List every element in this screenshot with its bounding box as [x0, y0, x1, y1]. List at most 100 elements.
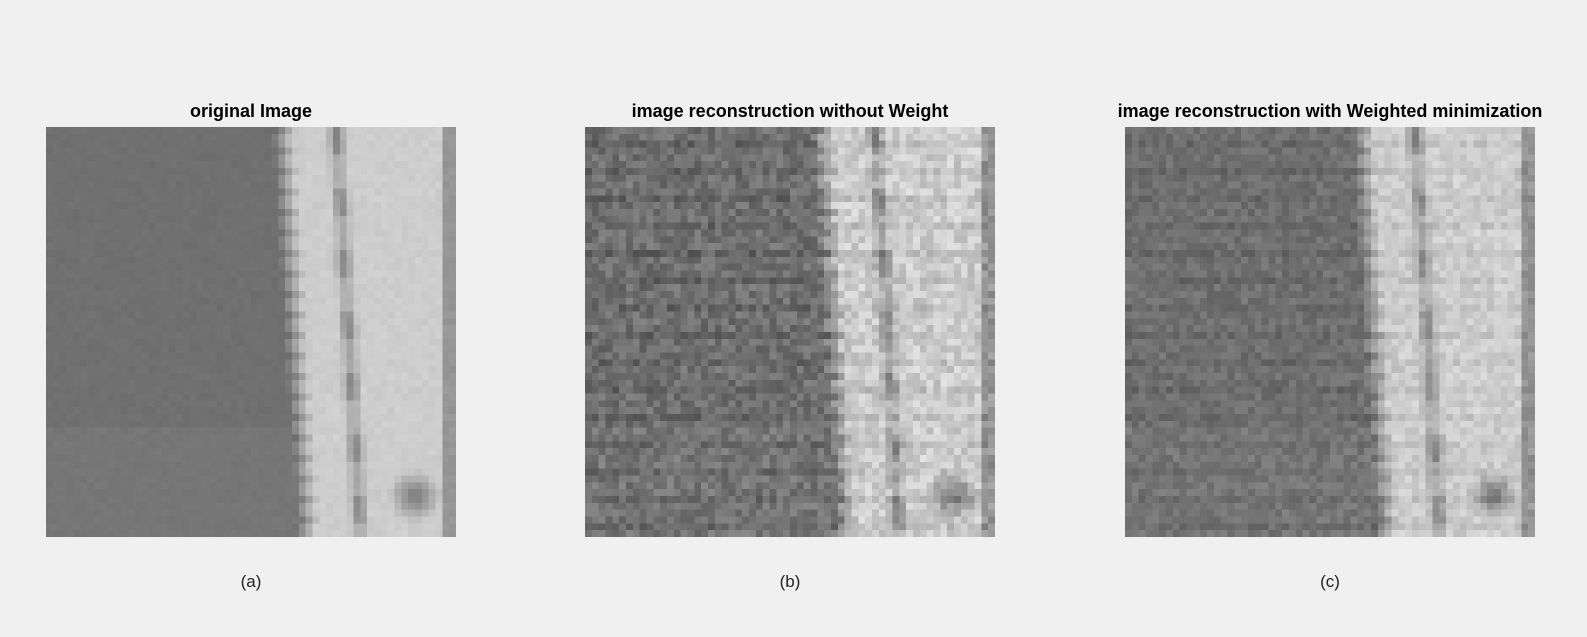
pixel [421, 147, 429, 155]
pixel [919, 229, 927, 237]
pixel [906, 277, 914, 285]
pixel [93, 311, 101, 319]
pixel [380, 127, 388, 134]
pixel [264, 489, 272, 497]
pixel [435, 311, 443, 319]
pixel [346, 332, 354, 339]
pixel [776, 277, 784, 285]
pixel [121, 215, 129, 223]
pixel [257, 209, 265, 216]
pixel [271, 386, 279, 394]
pixel [387, 256, 395, 264]
pixel [591, 215, 599, 223]
pixel [271, 256, 279, 264]
pixel [380, 352, 388, 360]
pixel [394, 195, 402, 203]
pixel [134, 188, 142, 196]
pixel [333, 509, 340, 517]
pixel [435, 318, 443, 326]
pixel [831, 263, 838, 271]
pixel [844, 209, 852, 216]
pixel [162, 345, 170, 353]
pixel [421, 448, 429, 456]
pixel [189, 386, 197, 394]
pixel [196, 243, 204, 251]
pixel [415, 373, 422, 380]
pixel [237, 133, 245, 141]
pixel [831, 222, 838, 230]
pixel [394, 352, 402, 360]
pixel [169, 352, 176, 360]
pixel [141, 482, 149, 490]
pixel [162, 243, 170, 251]
pixel [114, 243, 122, 251]
pixel [673, 284, 681, 292]
pixel [80, 161, 88, 169]
pixel [858, 154, 866, 162]
pixel [203, 468, 211, 476]
pixel [810, 195, 818, 203]
pixel [223, 407, 231, 415]
pixel [52, 461, 60, 469]
pixel [762, 222, 770, 230]
pixel [128, 386, 135, 394]
pixel [134, 386, 142, 394]
pixel [148, 195, 156, 203]
pixel [585, 195, 592, 203]
pixel [162, 270, 170, 278]
pixel [346, 140, 354, 148]
pixel [230, 352, 238, 360]
pixel [66, 127, 74, 134]
pixel [694, 133, 702, 141]
pixel [237, 168, 245, 175]
pixel [790, 147, 797, 155]
pixel [80, 147, 88, 155]
pixel [114, 256, 122, 264]
pixel [333, 161, 340, 169]
pixel [769, 202, 777, 210]
pixel [374, 229, 381, 237]
pixel [708, 168, 715, 175]
pixel [899, 140, 907, 148]
pixel [380, 455, 388, 462]
pixel [121, 291, 129, 298]
pixel [141, 188, 149, 196]
pixel [155, 284, 163, 292]
pixel [230, 427, 238, 435]
pixel [326, 209, 334, 216]
pixel [872, 154, 879, 162]
pixel [285, 468, 293, 476]
pixel [189, 229, 197, 237]
pixel [46, 291, 53, 298]
pixel [271, 277, 279, 285]
pixel [237, 523, 245, 531]
pixel [851, 215, 859, 223]
pixel [121, 222, 129, 230]
pixel [981, 243, 989, 251]
pixel [653, 284, 661, 292]
pixel [319, 195, 327, 203]
pixel [585, 168, 592, 175]
pixel [210, 386, 217, 394]
pixel [776, 229, 784, 237]
pixel [107, 229, 115, 237]
pixel [367, 127, 375, 134]
pixel [285, 414, 293, 421]
pixel [155, 256, 163, 264]
pixel [906, 161, 914, 169]
pixel [100, 496, 108, 503]
pixel [223, 140, 231, 148]
pixel [182, 373, 190, 380]
pixel [148, 215, 156, 223]
pixel [87, 393, 94, 401]
pixel [360, 461, 368, 469]
pixel [257, 202, 265, 210]
pixel [162, 352, 170, 360]
pixel [319, 263, 327, 271]
pixel [66, 373, 74, 380]
pixel [251, 250, 258, 257]
pixel [271, 311, 279, 319]
pixel [346, 168, 354, 175]
pixel [121, 338, 129, 346]
pixel [428, 168, 436, 175]
